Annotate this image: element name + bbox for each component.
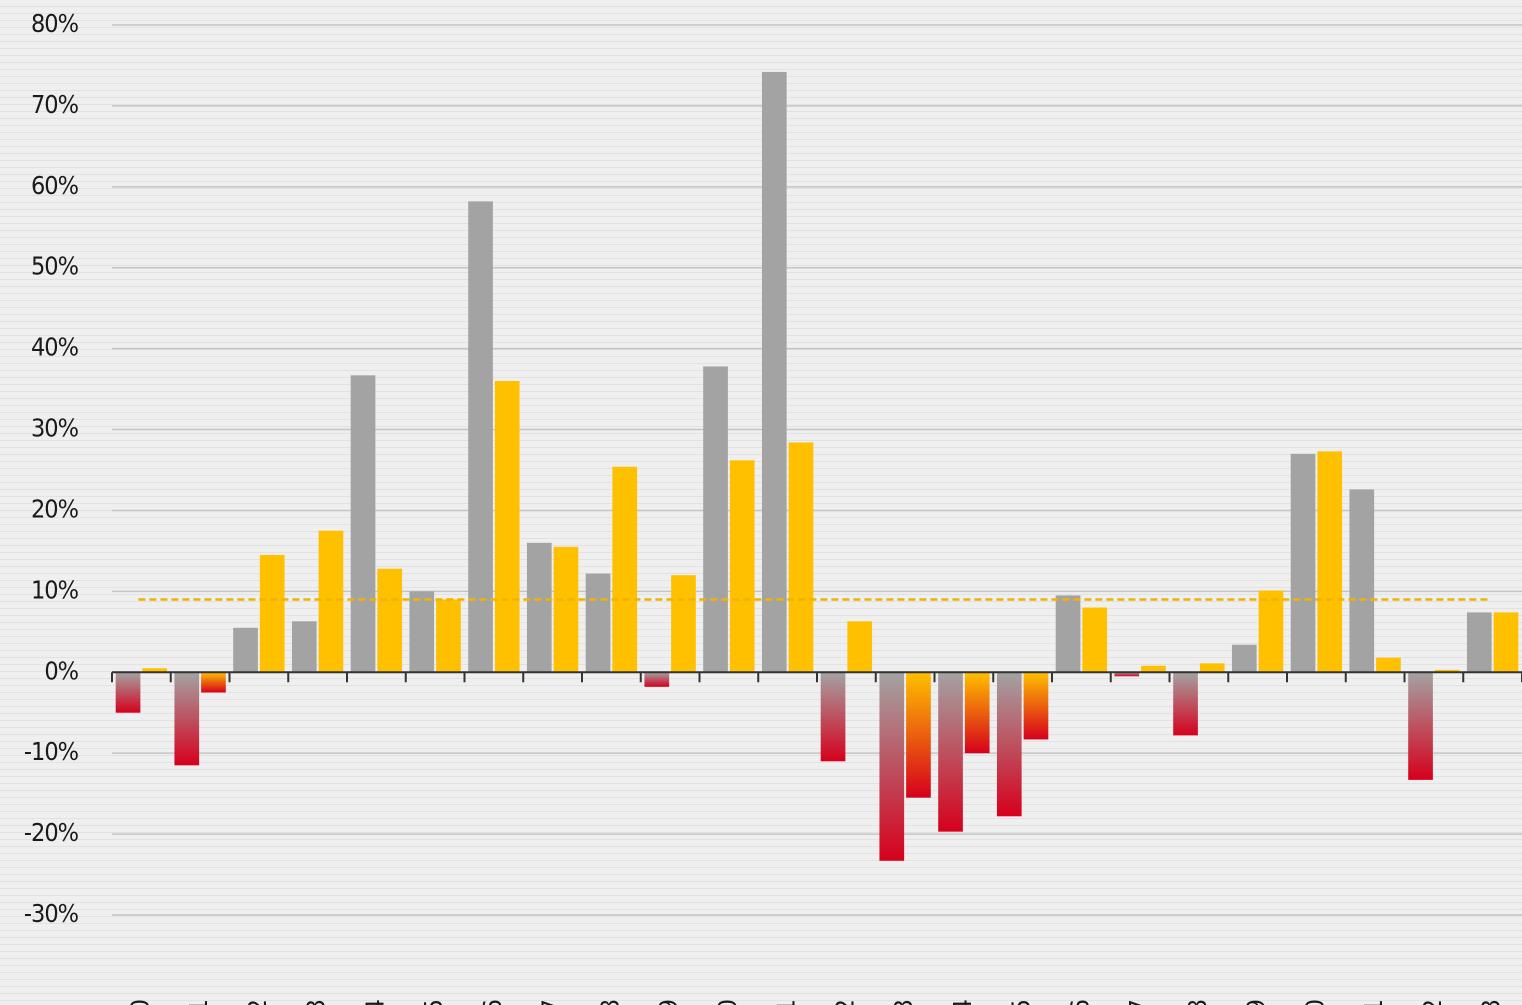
bar: [115, 672, 141, 713]
x-tick-label: 2000: [125, 1000, 154, 1005]
bar: [644, 672, 670, 687]
bar: [436, 599, 461, 673]
bar: [906, 672, 931, 798]
x-tick-label: 2010: [713, 1000, 742, 1005]
x-tick-label: 2017: [1124, 1000, 1153, 1005]
bar: [1082, 607, 1108, 673]
y-tick-label: 60%: [31, 171, 79, 200]
bar: [703, 366, 728, 673]
bar: [1141, 665, 1166, 673]
bar: [1114, 672, 1140, 677]
bar: [1023, 672, 1049, 740]
x-tick-label: 2004: [360, 999, 389, 1005]
bar: [729, 460, 755, 673]
x-tick-label: 2016: [1065, 1000, 1094, 1005]
bar: [1376, 657, 1401, 673]
bar: [291, 621, 317, 673]
x-tick-label: 2006: [478, 1000, 507, 1005]
x-tick-label: 2005: [419, 1000, 448, 1005]
y-tick-label: 30%: [31, 414, 79, 443]
bar: [1493, 612, 1519, 673]
bar: [1199, 663, 1225, 673]
bar: [938, 672, 963, 832]
bar: [585, 573, 611, 673]
bar: [1290, 453, 1316, 673]
bar: [494, 381, 520, 673]
x-tick-label: 2022: [1418, 1000, 1447, 1005]
y-tick-label: 0%: [44, 656, 78, 685]
x-tick-label: 2009: [654, 1000, 683, 1005]
bar: [350, 375, 376, 673]
x-tick-label: 2021: [1359, 1000, 1388, 1005]
bar: [233, 627, 258, 673]
x-tick-label: 2013: [889, 1000, 918, 1005]
bar: [468, 201, 493, 673]
x-tick-label: 2014: [948, 999, 977, 1005]
bar: [820, 672, 846, 762]
bar: [526, 542, 552, 673]
bar: [1434, 669, 1460, 673]
y-tick-label: -30%: [24, 899, 79, 928]
y-tick-label: -20%: [24, 818, 79, 847]
x-tick-label: 2008: [595, 1000, 624, 1005]
x-tick-label: 2020: [1300, 1000, 1329, 1005]
x-tick-label: 2019: [1242, 1000, 1271, 1005]
y-tick-label: 70%: [31, 90, 79, 119]
bar: [1349, 489, 1375, 673]
bar: [377, 568, 403, 673]
y-tick-label: 10%: [31, 575, 79, 604]
bar: [553, 546, 579, 673]
x-tick-label: 2023: [1477, 1000, 1506, 1005]
bar: [318, 530, 344, 673]
x-tick-label: 2003: [302, 1000, 331, 1005]
bar: [761, 71, 787, 673]
x-tick-label: 2007: [537, 1000, 566, 1005]
x-tick-label: 2012: [830, 1000, 859, 1005]
bar: [671, 575, 696, 673]
bar: [964, 672, 990, 754]
bar: [1258, 590, 1284, 673]
bar: [847, 621, 873, 673]
x-tick-label: 2011: [772, 1000, 801, 1005]
bar: [1173, 672, 1198, 736]
bar: [1408, 672, 1433, 780]
bar: [1055, 595, 1081, 673]
bar: [996, 672, 1022, 817]
bar: [879, 672, 905, 861]
y-tick-label: -10%: [24, 737, 79, 766]
x-tick-label: 2002: [243, 1000, 272, 1005]
bar: [201, 672, 226, 693]
bar: [174, 672, 200, 766]
bar: [612, 466, 638, 673]
y-tick-label: 80%: [31, 9, 79, 38]
bar: [142, 668, 168, 673]
x-tick-label: 2015: [1007, 1000, 1036, 1005]
bar: [259, 554, 285, 673]
x-tick-label: 2001: [184, 1000, 213, 1005]
bar: [1317, 451, 1343, 673]
bar: [1466, 612, 1492, 673]
y-tick-label: 20%: [31, 494, 79, 523]
bar: [409, 591, 435, 673]
bar: [1231, 644, 1257, 673]
y-tick-label: 40%: [31, 333, 79, 362]
bar: [788, 442, 814, 673]
y-tick-label: 50%: [31, 252, 79, 281]
x-tick-label: 2018: [1183, 1000, 1212, 1005]
